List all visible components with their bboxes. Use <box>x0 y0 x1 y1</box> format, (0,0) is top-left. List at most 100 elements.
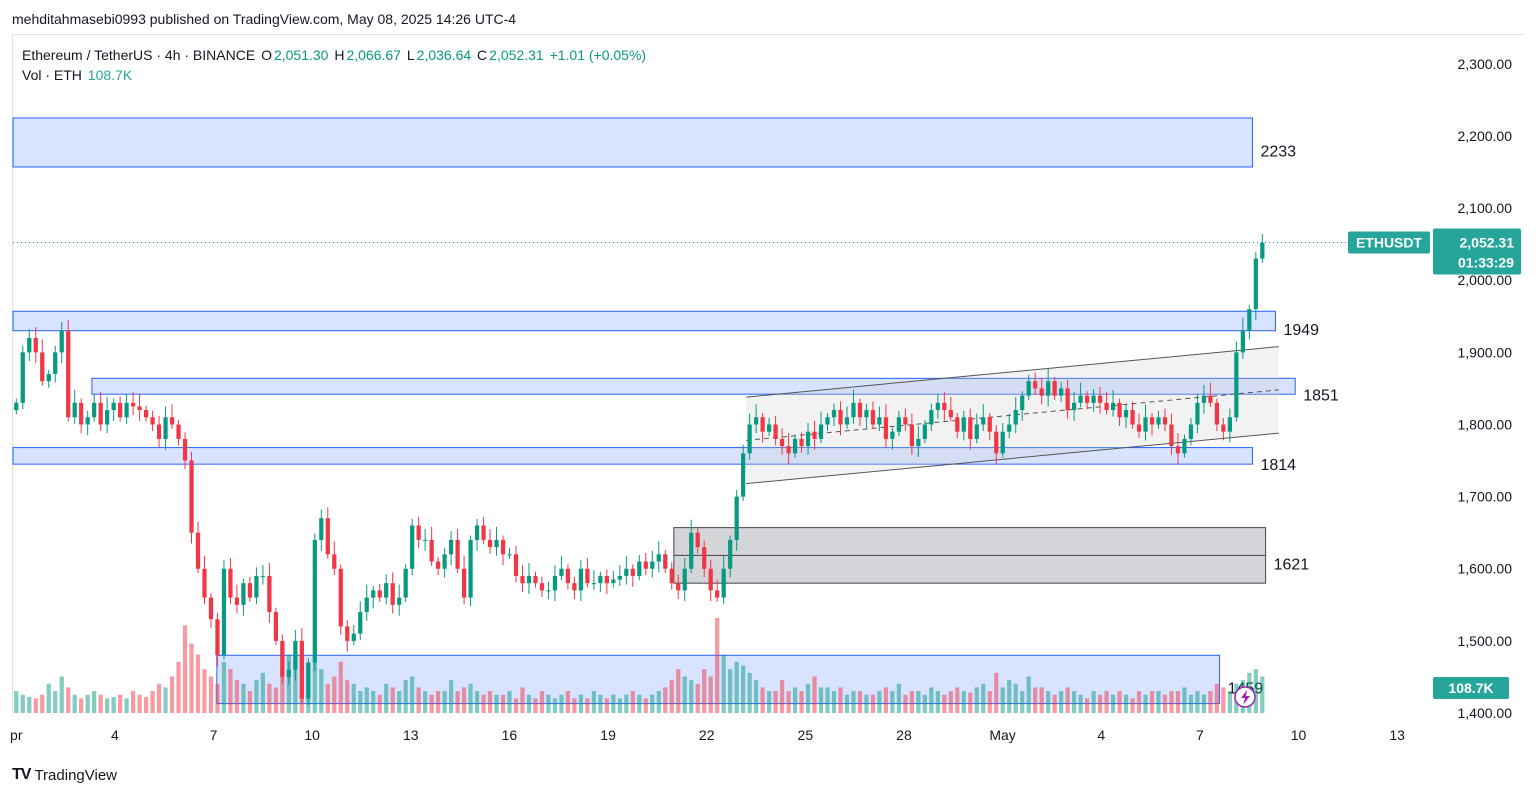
x-tick-label: 7 <box>1196 727 1204 743</box>
volume-bar <box>1188 694 1194 713</box>
volume-bar <box>1175 691 1181 713</box>
channel-fill <box>746 346 1279 484</box>
volume-bar <box>1065 687 1070 713</box>
candle-body <box>14 402 19 411</box>
volume-bar <box>792 687 798 713</box>
volume-bar <box>72 694 77 713</box>
candle-body <box>416 525 421 540</box>
candle-body <box>364 597 369 613</box>
volume-bar <box>105 698 110 713</box>
candle-body <box>293 640 298 670</box>
candle-body <box>877 417 882 425</box>
candle-body <box>669 568 674 584</box>
volume-bar <box>961 691 966 713</box>
candle-body <box>1123 410 1129 418</box>
volume-bar <box>455 691 460 713</box>
candle-body <box>1201 395 1207 403</box>
volume-bar <box>818 687 824 713</box>
legend-volume-label[interactable]: Vol · ETH <box>22 67 82 83</box>
symbol-tag <box>1348 231 1430 254</box>
candle-body <box>702 547 707 569</box>
volume-bar <box>656 691 661 713</box>
volume-bar <box>118 694 123 713</box>
symbol-tag-label: ETHUSDT <box>1356 235 1423 251</box>
candle-body <box>319 518 324 540</box>
candle-body <box>1247 309 1252 331</box>
volume-bar <box>325 683 330 713</box>
candle-body <box>1033 381 1038 389</box>
volume-bar <box>1117 691 1122 713</box>
candle-body <box>929 410 934 425</box>
candle-body <box>130 402 136 407</box>
volume-bar <box>33 698 38 713</box>
volume-bar <box>436 691 441 713</box>
candle-body <box>53 352 58 374</box>
x-tick-label: 19 <box>600 727 616 743</box>
candle-body <box>1110 402 1116 411</box>
candle-body <box>377 590 382 598</box>
volume-bar <box>1110 694 1116 713</box>
legend-low: 2,036.64 <box>416 47 472 63</box>
candle-body <box>137 406 142 411</box>
candle-body <box>254 575 259 598</box>
volume-bar <box>163 687 168 713</box>
candle-body <box>909 424 914 447</box>
zone-1949 <box>12 310 1276 332</box>
volume-bar <box>896 683 902 713</box>
candle-body <box>494 539 499 548</box>
volume-bar <box>423 691 428 713</box>
volume-bar <box>1000 687 1005 713</box>
volume-bar <box>247 691 253 713</box>
candle-body <box>968 417 973 439</box>
tradingview-logo-icon[interactable]: TV <box>12 766 31 783</box>
candle-body <box>831 410 837 418</box>
volume-bar <box>241 683 246 713</box>
volume-bar <box>1033 687 1038 713</box>
volume-bar <box>754 680 759 713</box>
candle-body <box>176 424 181 439</box>
footer-brand[interactable]: TradingView <box>34 766 117 784</box>
candle-body <box>202 568 207 598</box>
candle-body <box>513 554 519 576</box>
legend-symbol[interactable]: Ethereum / TetherUS · 4h · BINANCE <box>22 47 256 63</box>
volume-bar <box>747 672 752 713</box>
volume-bar <box>870 694 876 713</box>
volume-bar <box>468 683 473 713</box>
volume-bar <box>319 669 324 713</box>
candle-body <box>851 402 856 418</box>
candle-body <box>1007 424 1012 432</box>
zone-label-1814: 1814 <box>1260 457 1296 474</box>
candle-body <box>961 417 966 432</box>
volume-bar <box>1084 698 1090 713</box>
volume-bar <box>1123 694 1129 713</box>
candle-body <box>455 539 460 569</box>
volume-bar <box>474 691 480 713</box>
candle-body <box>481 525 486 540</box>
candle-body <box>598 575 603 584</box>
volume-bar <box>1169 691 1174 713</box>
volume-bar <box>202 669 207 713</box>
volume-bar <box>1208 691 1213 713</box>
candle-body <box>1020 395 1025 411</box>
candle-body <box>92 402 97 418</box>
volume-bar <box>948 691 953 713</box>
volume-bar <box>59 676 64 713</box>
candle-body <box>942 402 947 411</box>
volume-bar <box>176 661 181 713</box>
volume-bar <box>137 694 142 713</box>
x-tick-label: 10 <box>304 727 320 743</box>
y-tick-label: 1,400.00 <box>1458 705 1513 721</box>
candle-body <box>312 539 317 663</box>
volume-bar <box>254 680 259 713</box>
volume-bar <box>916 691 921 713</box>
candle-body <box>40 352 45 382</box>
candle-body <box>812 431 817 439</box>
candle-body <box>267 575 272 613</box>
volume-bar <box>124 698 129 713</box>
candle-body <box>429 539 434 562</box>
volume-bar <box>922 694 927 713</box>
candle-body <box>1059 388 1064 396</box>
volume-bar <box>1136 691 1142 713</box>
candle-body <box>118 402 123 418</box>
